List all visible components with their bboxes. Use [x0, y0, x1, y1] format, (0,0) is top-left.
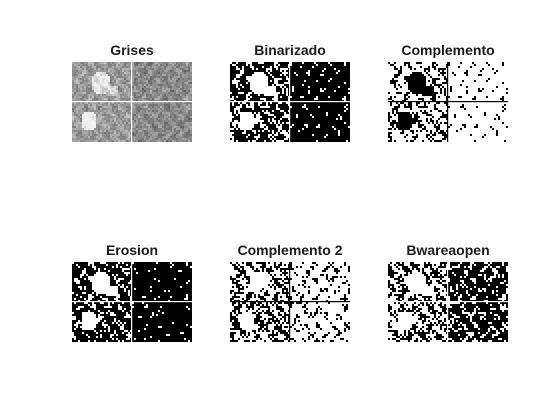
complement2-image: [230, 262, 350, 342]
panel-title: Grises: [110, 42, 154, 58]
grayscale-image: [72, 62, 192, 142]
panel-title: Bwareaopen: [406, 242, 490, 258]
bwareaopen-image: [388, 262, 508, 342]
panel-title: Complemento 2: [237, 242, 343, 258]
erosion-image: [72, 262, 192, 342]
panel-title: Binarizado: [254, 42, 326, 58]
complement-image: [388, 62, 508, 142]
panel-title: Erosion: [105, 242, 159, 258]
panel-title: Complemento: [401, 42, 495, 58]
binarized-image: [230, 62, 350, 142]
